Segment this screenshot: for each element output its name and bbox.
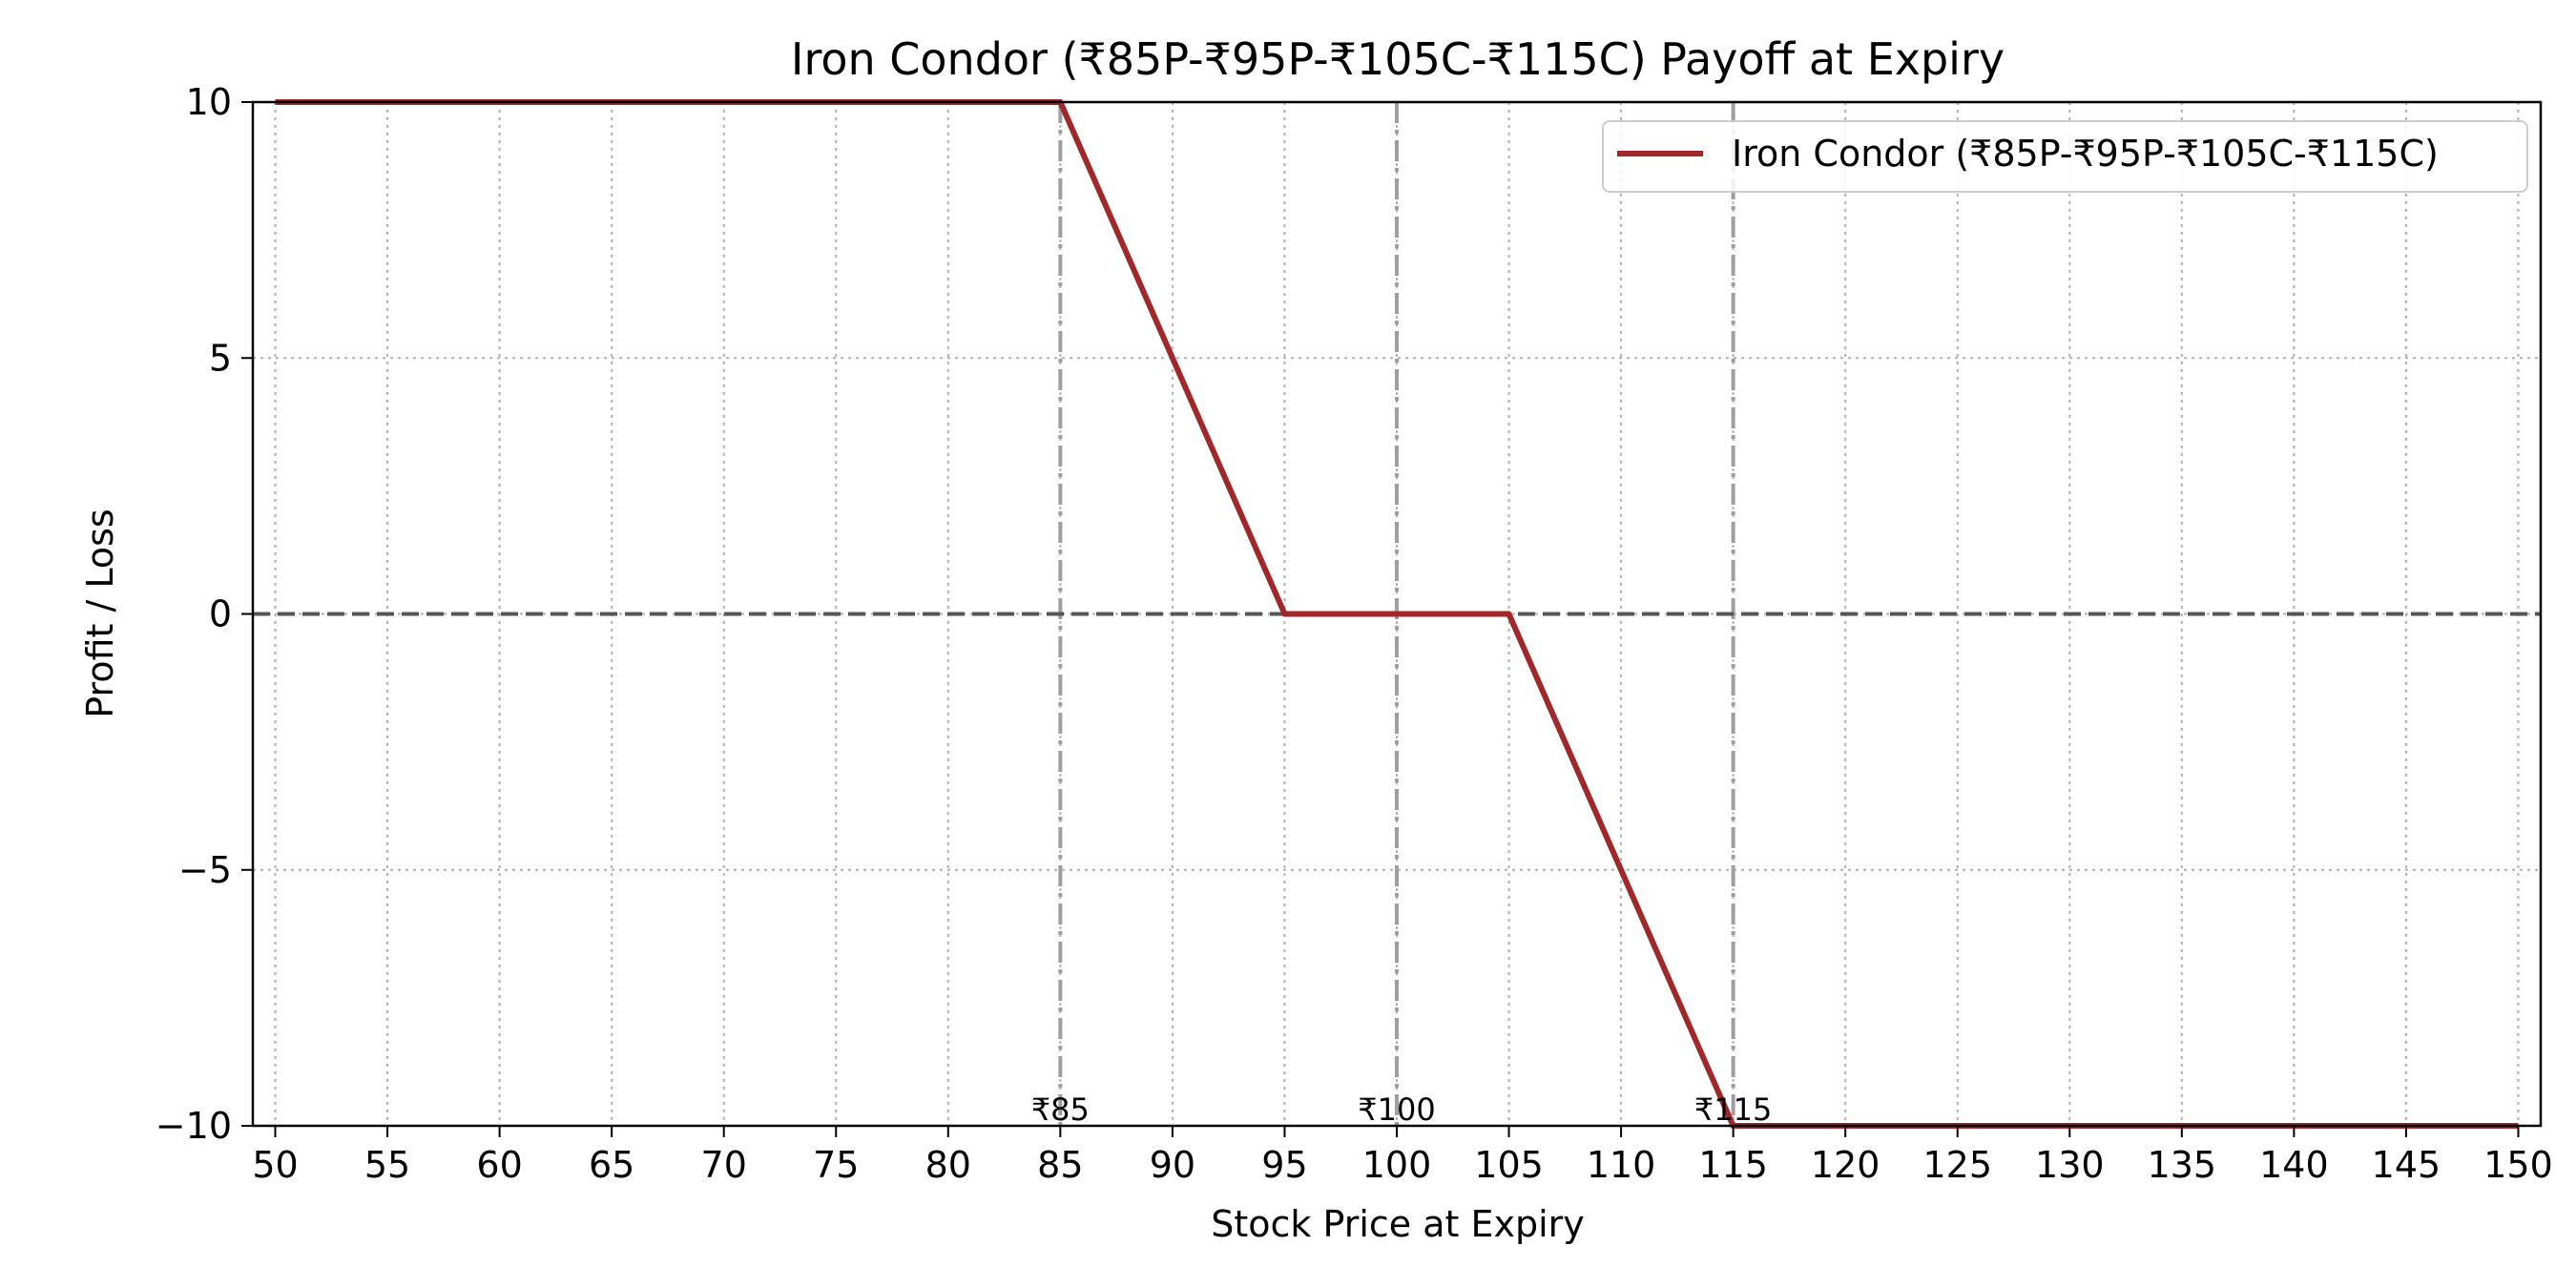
x-tick-label: 55 xyxy=(364,1144,410,1186)
x-tick-label: 80 xyxy=(925,1144,971,1186)
x-tick-label: 150 xyxy=(2483,1144,2553,1186)
x-tick-label: 75 xyxy=(813,1144,859,1186)
y-axis-label: Profit / Loss xyxy=(79,509,121,717)
x-tick-label: 60 xyxy=(476,1144,522,1186)
annotation-layer: ₹85 ₹100 ₹115 xyxy=(1031,1091,1773,1128)
x-tick-label: 85 xyxy=(1037,1144,1083,1186)
strike-label: ₹115 xyxy=(1694,1091,1772,1128)
x-tick-label: 120 xyxy=(1811,1144,1880,1186)
x-axis-label: Stock Price at Expiry xyxy=(1211,1203,1585,1245)
tick-layer: 50 55 60 65 70 75 80 85 90 95 100 105 110 115 120 125 13… xyxy=(156,81,2553,1186)
legend-box xyxy=(1602,120,2528,193)
strike-label: ₹100 xyxy=(1358,1091,1435,1128)
x-tick-label: 50 xyxy=(252,1144,298,1186)
x-tick-label: 140 xyxy=(2259,1144,2329,1186)
x-tick-label: 130 xyxy=(2035,1144,2105,1186)
x-tick-label: 135 xyxy=(2148,1144,2217,1186)
x-tick-label: 65 xyxy=(589,1144,634,1186)
y-tick-label: 10 xyxy=(186,81,232,123)
y-tick-label: −5 xyxy=(178,849,232,891)
y-tick-label: 0 xyxy=(209,593,232,635)
legend: Iron Condor (₹85P-₹95P-₹105C-₹115C) xyxy=(1602,120,2528,193)
legend-label: Iron Condor (₹85P-₹95P-₹105C-₹115C) xyxy=(1732,133,2439,175)
y-tick-label: 5 xyxy=(209,337,232,379)
x-tick-label: 110 xyxy=(1587,1144,1656,1186)
x-tick-label: 115 xyxy=(1698,1144,1768,1186)
x-tick-label: 70 xyxy=(701,1144,747,1186)
x-tick-label: 95 xyxy=(1261,1144,1307,1186)
x-tick-label: 105 xyxy=(1474,1144,1544,1186)
x-tick-label: 145 xyxy=(2372,1144,2441,1186)
y-tick-label: −10 xyxy=(156,1105,232,1147)
x-tick-label: 125 xyxy=(1922,1144,1992,1186)
chart-title: Iron Condor (₹85P-₹95P-₹105C-₹115C) Payo… xyxy=(791,33,2005,85)
x-tick-label: 90 xyxy=(1150,1144,1195,1186)
x-tick-label: 100 xyxy=(1362,1144,1432,1186)
strike-label: ₹85 xyxy=(1031,1091,1090,1128)
